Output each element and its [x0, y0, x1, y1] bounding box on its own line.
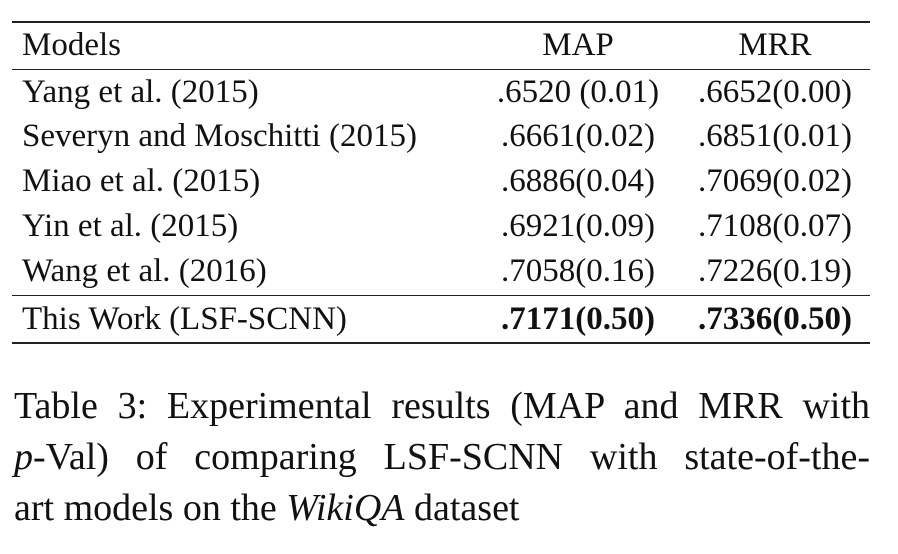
table-cell: Miao et al. (2015) — [22, 163, 261, 199]
table-cell: .6886(0.04) — [501, 163, 655, 199]
header-rule — [12, 69, 870, 70]
top-rule — [12, 21, 870, 23]
table-cell: .7069(0.02) — [698, 163, 852, 199]
table-cell: Yang et al. (2015) — [22, 74, 259, 110]
caption-text: dataset — [404, 487, 520, 529]
header-cell: MAP — [542, 27, 614, 63]
caption-text: Table 3: Experimental results (MAP and M… — [14, 385, 870, 427]
caption-line: Table 3: Experimental results (MAP and M… — [14, 380, 870, 432]
table-cell: Wang et al. (2016) — [22, 253, 267, 289]
table-cell: .7336(0.50) — [698, 301, 852, 337]
caption-line: p-Val) of comparing LSF-SCNN with state-… — [14, 431, 870, 483]
header-cell: MRR — [738, 27, 812, 63]
caption-text: p — [14, 436, 33, 478]
table-cell: .7171(0.50) — [501, 301, 655, 337]
table-cell: .6661(0.02) — [501, 118, 655, 154]
table-cell: This Work (LSF-SCNN) — [22, 301, 347, 337]
caption-text: WikiQA — [286, 487, 405, 529]
table-cell: Yin et al. (2015) — [22, 208, 239, 244]
table-cell: .6851(0.01) — [698, 118, 852, 154]
table-cell: .6520 (0.01) — [496, 74, 660, 110]
table-cell: .7108(0.07) — [698, 208, 852, 244]
table-cell: .7058(0.16) — [501, 253, 655, 289]
caption-line: art models on the WikiQA dataset — [14, 482, 870, 534]
table-cell: .7226(0.19) — [698, 253, 852, 289]
table-cell: .6921(0.09) — [501, 208, 655, 244]
table-cell: .6652(0.00) — [698, 74, 852, 110]
mid-rule — [12, 295, 870, 296]
bottom-rule — [12, 342, 870, 344]
table-cell: Severyn and Moschitti (2015) — [22, 118, 418, 154]
header-cell: Models — [22, 27, 121, 63]
caption-text: -Val) of comparing LSF-SCNN with state-o… — [33, 436, 870, 478]
caption-text: art models on the — [14, 487, 287, 529]
